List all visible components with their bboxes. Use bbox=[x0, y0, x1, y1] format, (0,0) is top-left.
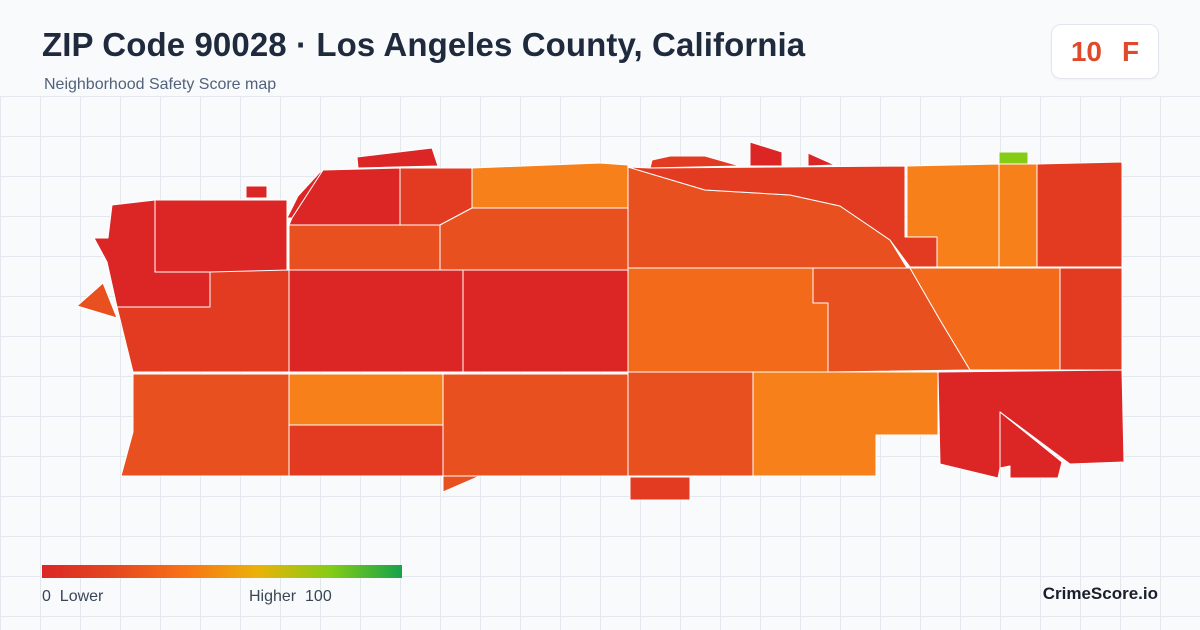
map-region[interactable] bbox=[807, 152, 836, 167]
page-subtitle: Neighborhood Safety Score map bbox=[44, 76, 277, 93]
map-region[interactable] bbox=[245, 185, 268, 199]
safety-score-value: 10 bbox=[1070, 35, 1103, 67]
map-region[interactable] bbox=[439, 207, 629, 271]
map-region[interactable] bbox=[627, 371, 754, 477]
map-region[interactable] bbox=[749, 141, 783, 167]
map-region[interactable] bbox=[154, 199, 288, 273]
map-region[interactable] bbox=[999, 411, 1063, 479]
brand-logo-text: CrimeScore.io bbox=[1042, 584, 1158, 603]
map-region[interactable] bbox=[909, 267, 1061, 371]
legend-low-value: 0 bbox=[42, 588, 51, 605]
map-region[interactable] bbox=[998, 151, 1029, 165]
map-region[interactable] bbox=[627, 267, 829, 373]
map-region[interactable] bbox=[442, 475, 481, 493]
map-region[interactable] bbox=[649, 155, 741, 169]
map-region[interactable] bbox=[998, 163, 1038, 268]
map-region[interactable] bbox=[1059, 267, 1123, 371]
map-region[interactable] bbox=[288, 424, 444, 477]
legend-high-value: 100 bbox=[305, 588, 332, 605]
map-region[interactable] bbox=[120, 373, 290, 477]
map-region[interactable] bbox=[471, 162, 629, 209]
map-region[interactable] bbox=[286, 171, 323, 219]
map-region[interactable] bbox=[356, 147, 439, 169]
page-title: ZIP Code 90028 · Los Angeles County, Cal… bbox=[42, 26, 806, 63]
legend-low-label: 0 Lower bbox=[42, 588, 103, 606]
map-region[interactable] bbox=[752, 371, 939, 477]
legend-high-label: Higher 100 bbox=[249, 588, 332, 606]
map-region[interactable] bbox=[76, 282, 118, 319]
safety-score-grade: F bbox=[1122, 35, 1140, 67]
map-region[interactable] bbox=[462, 269, 629, 373]
map-region[interactable] bbox=[442, 373, 629, 477]
legend-low-text: Lower bbox=[59, 588, 104, 605]
map-region[interactable] bbox=[288, 224, 441, 271]
map-region[interactable] bbox=[629, 476, 691, 501]
map-region[interactable] bbox=[1036, 161, 1123, 268]
legend-color-bar bbox=[42, 565, 402, 578]
map-region[interactable] bbox=[288, 373, 444, 426]
safety-score-card: 10 F bbox=[1051, 24, 1159, 79]
map-region[interactable] bbox=[288, 269, 464, 373]
map-region[interactable] bbox=[288, 167, 401, 226]
legend-high-text: Higher bbox=[249, 588, 297, 605]
map-regions bbox=[76, 141, 1125, 501]
map-region[interactable] bbox=[627, 165, 938, 268]
